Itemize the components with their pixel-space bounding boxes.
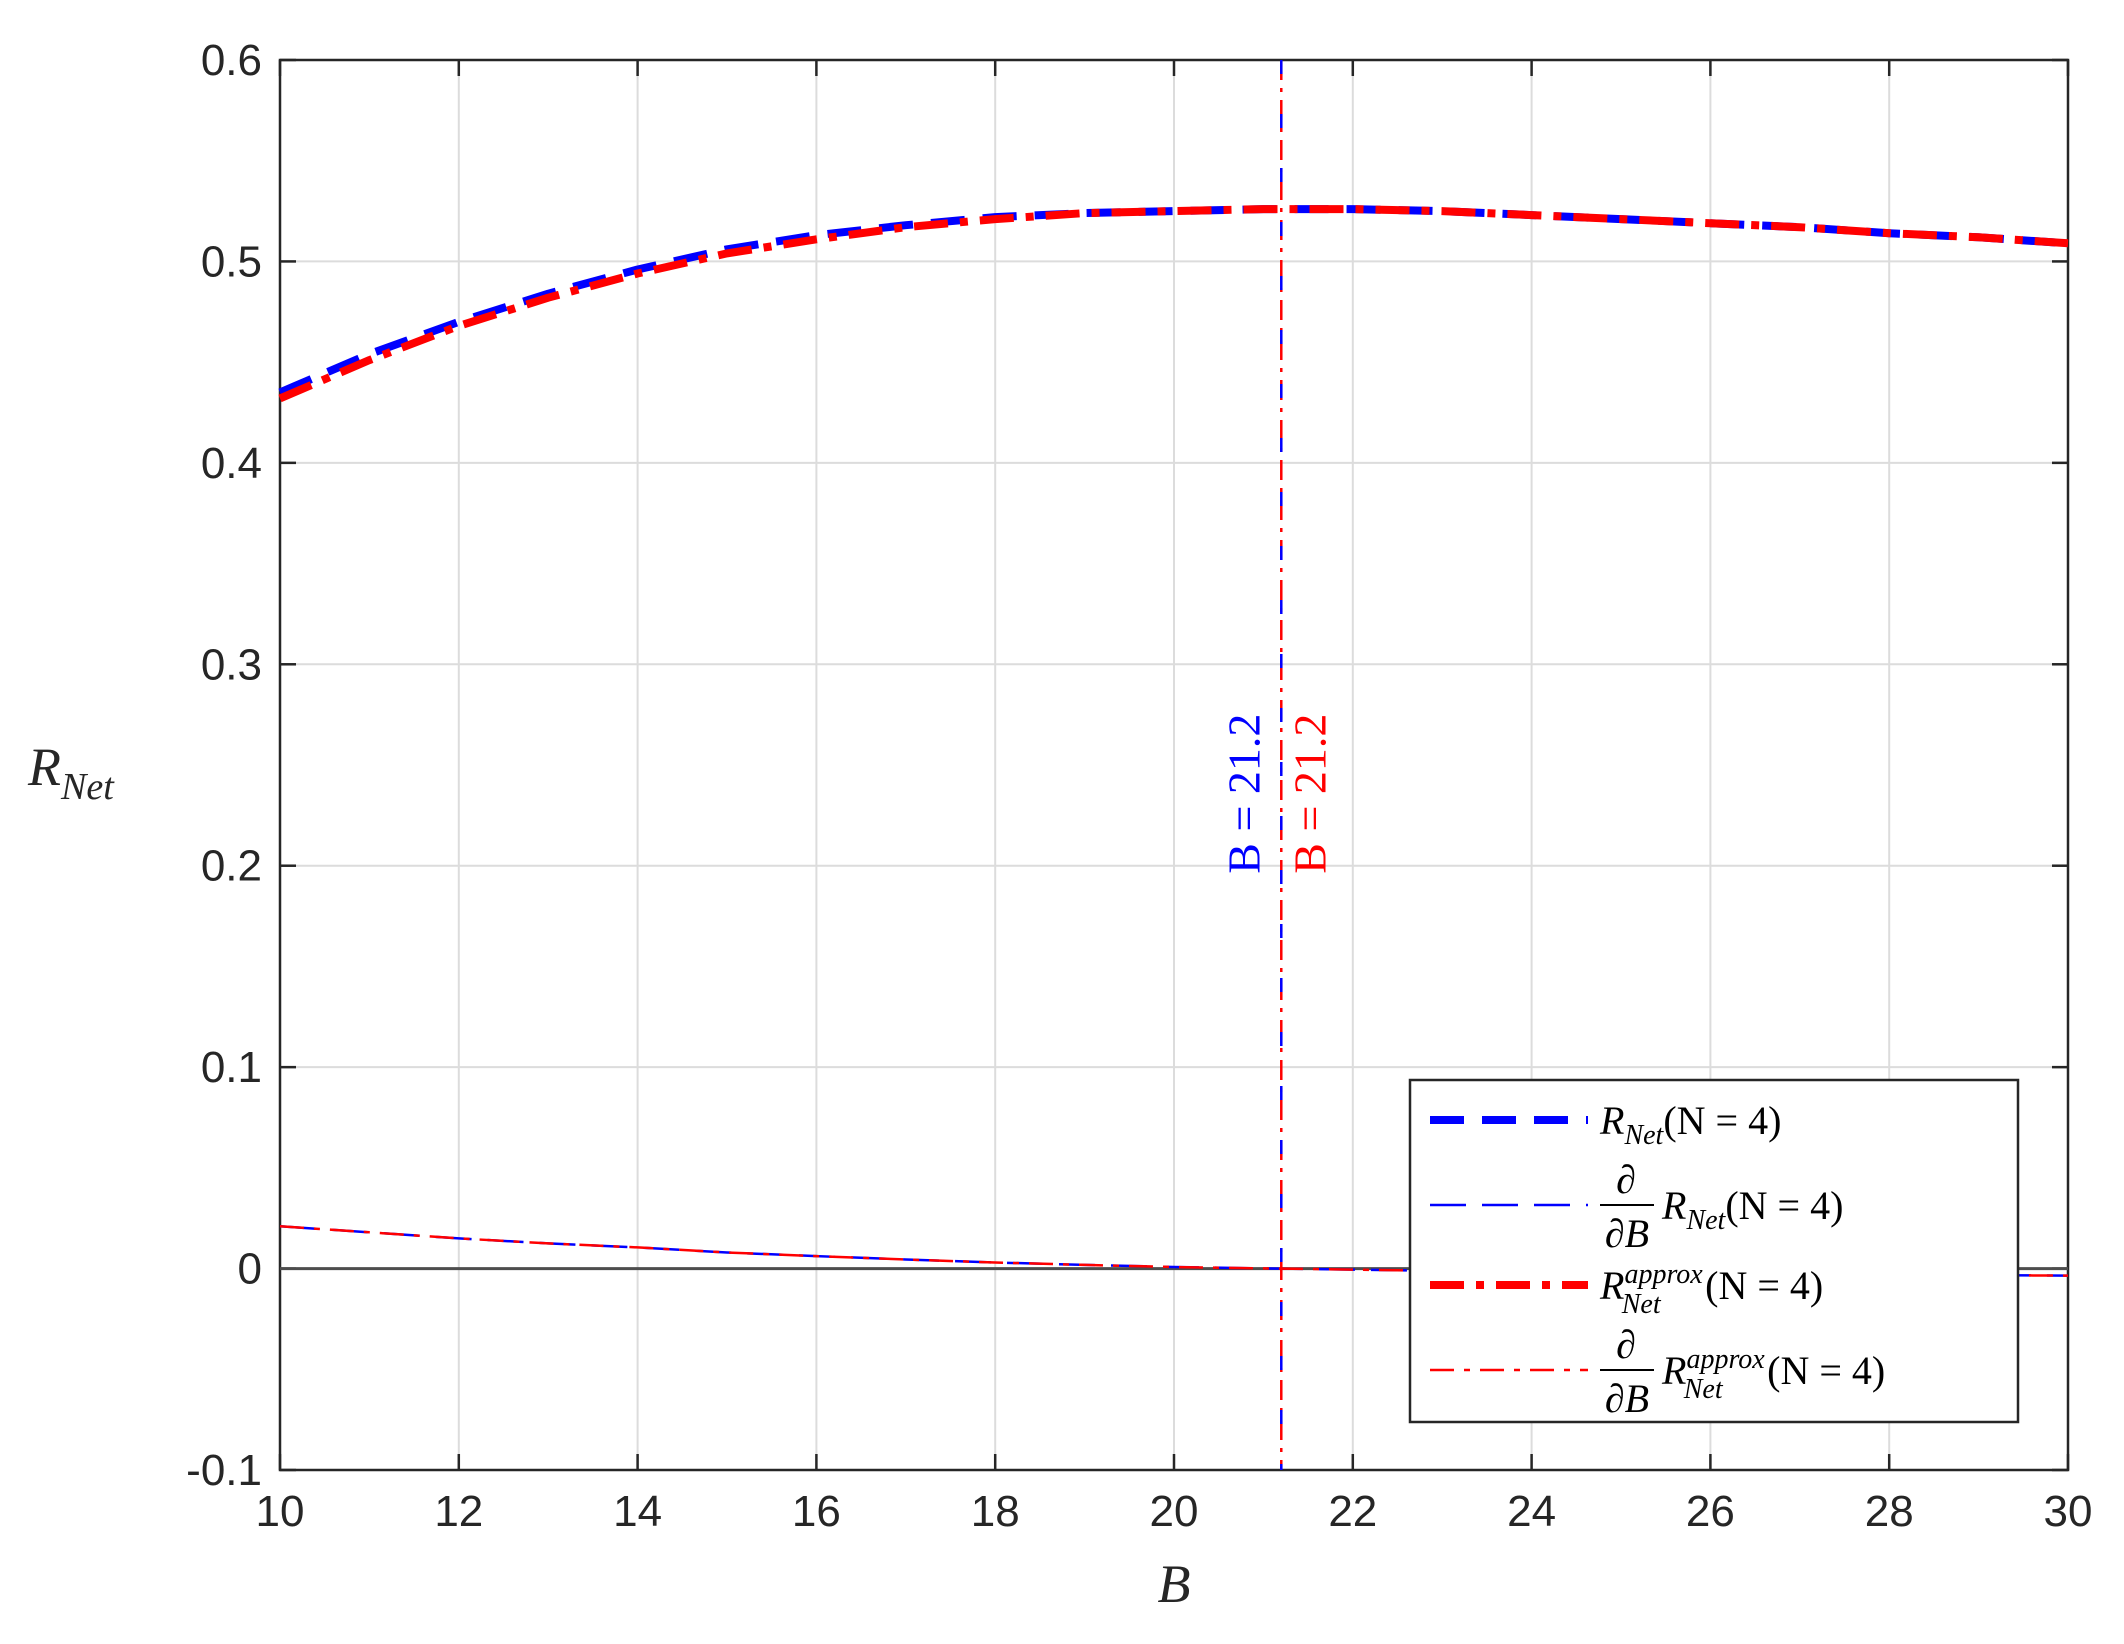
legend-box — [1408, 1078, 2020, 1424]
legend-fraction-numerator: ∂ — [1616, 1322, 1636, 1367]
series-line-4 — [279, 1225, 2069, 1277]
y-tick-label: 0.1 — [201, 1043, 262, 1092]
legend-fraction-denominator: ∂B — [1605, 1211, 1649, 1256]
x-tick-label: 28 — [1865, 1487, 1914, 1536]
legend-fraction-denominator: ∂B — [1605, 1376, 1649, 1421]
y-tick-label: 0 — [238, 1245, 262, 1294]
annotation-label: B = 21.2 — [1218, 714, 1269, 874]
x-tick-label: 18 — [971, 1487, 1020, 1536]
legend: RNet(N = 4) ∂ ∂B RNet(N = 4) Rapprox Net (N = … — [1408, 1078, 2020, 1424]
x-tick-label: 14 — [613, 1487, 662, 1536]
axis-labels: B RNet — [27, 737, 1191, 1614]
legend-entry-label: Rapprox Net (N = 4) — [1599, 1259, 1823, 1320]
annotation-label: B = 21.2 — [1284, 714, 1335, 874]
y-axis-label: RNet — [27, 737, 115, 808]
y-tick-label: -0.1 — [186, 1446, 262, 1495]
x-tick-label: 10 — [256, 1487, 305, 1536]
legend-fraction-numerator: ∂ — [1616, 1157, 1636, 1202]
legend-entry-label: Rapprox Net (N = 4) — [1661, 1344, 1885, 1405]
annotations: B = 21.2 B = 21.2 — [1218, 714, 1335, 874]
y-tick-label: 0.4 — [201, 439, 262, 488]
y-tick-label: 0.2 — [201, 842, 262, 891]
y-tick-label: 0.5 — [201, 237, 262, 286]
y-tick-label: 0.6 — [201, 36, 262, 85]
x-tick-label: 26 — [1686, 1487, 1735, 1536]
x-tick-label: 22 — [1328, 1487, 1377, 1536]
x-tick-label: 24 — [1507, 1487, 1556, 1536]
legend-entry-label: RNet(N = 4) — [1661, 1183, 1843, 1236]
x-tick-label: 12 — [434, 1487, 483, 1536]
x-axis-label: B — [1158, 1554, 1191, 1614]
legend-entry-label: RNet(N = 4) — [1599, 1098, 1781, 1151]
x-tick-label: 20 — [1150, 1487, 1199, 1536]
y-tick-label: 0.3 — [201, 640, 262, 689]
x-tick-label: 30 — [2044, 1487, 2093, 1536]
x-tick-label: 16 — [792, 1487, 841, 1536]
series-line-3 — [278, 205, 2069, 403]
